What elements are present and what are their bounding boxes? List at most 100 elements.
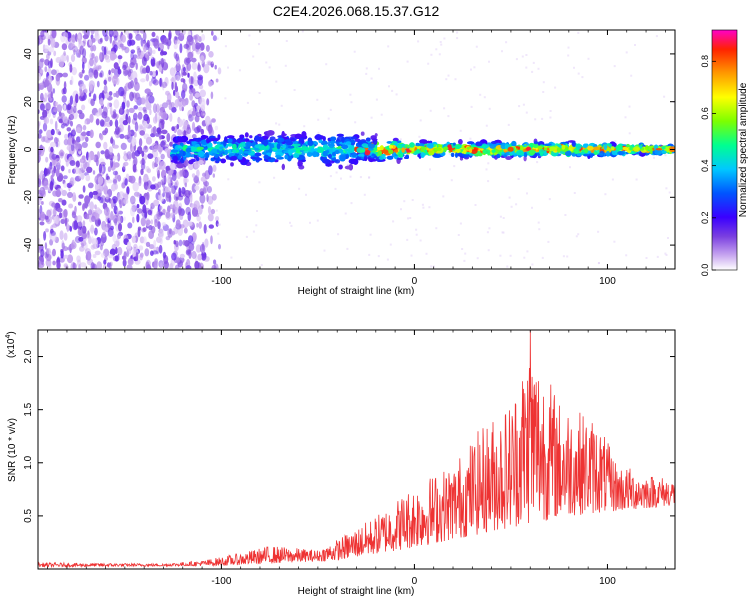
spectrogram-cell: [104, 148, 110, 159]
multiplier-prefix: (x10: [6, 338, 17, 358]
spectrogram-cell: [95, 112, 101, 117]
spectrogram-cell: [399, 138, 402, 141]
spectrogram-cell: [73, 220, 78, 230]
spectrogram-cell: [525, 66, 528, 69]
spectrogram-cell: [76, 215, 83, 223]
y-tick-label: 1.5: [23, 402, 34, 416]
spectrogram-cell: [245, 235, 248, 238]
spectrogram-cell: [103, 226, 107, 233]
spectrogram-cell: [80, 164, 84, 170]
spectrogram-cell: [152, 103, 158, 114]
spectrogram-cell: [134, 92, 141, 100]
spectrogram-cell: [82, 34, 89, 40]
spectrogram-cell: [171, 81, 174, 91]
spectrogram-cell: [244, 132, 249, 138]
spectrogram-cell: [149, 108, 152, 116]
spectrogram-cell: [56, 261, 61, 269]
spectrogram-cell: [97, 196, 102, 201]
spectrogram-cell: [206, 98, 210, 106]
spectrogram-cell: [249, 135, 253, 139]
spectrogram-cell: [201, 34, 206, 41]
spectrogram-cell: [181, 118, 186, 127]
spectrogram-y-label: Frequency (Hz): [7, 116, 18, 185]
spectrogram-cell: [72, 194, 77, 202]
spectrogram-cell: [90, 236, 94, 244]
spectrogram-cell: [130, 195, 136, 205]
spectrogram-cell: [419, 119, 422, 122]
y-tick-label: 20: [23, 96, 34, 108]
spectrogram-cell: [418, 143, 425, 147]
spectrogram-cell: [191, 62, 198, 70]
spectrogram-cell: [117, 152, 121, 162]
spectrogram-cell: [110, 225, 114, 231]
spectrogram-cell: [217, 232, 220, 235]
spectrogram-cell: [75, 33, 78, 42]
spectrogram-cell: [153, 38, 160, 49]
spectrogram-cell: [435, 227, 438, 230]
spectrogram-cell: [189, 193, 193, 204]
spectrogram-cell: [159, 77, 162, 87]
spectrogram-cell: [159, 205, 163, 210]
spectrogram-cell: [573, 66, 575, 69]
spectrogram-cell: [322, 136, 326, 142]
spectrogram-cell: [195, 42, 201, 50]
spectrogram-cell: [91, 215, 96, 222]
spectrogram-cell: [273, 176, 276, 179]
spectrogram-cell: [194, 260, 200, 269]
spectrogram-cell: [127, 68, 132, 78]
spectrogram-cell: [243, 146, 250, 150]
spectrogram-cell: [75, 127, 82, 133]
spectrogram-cell: [101, 111, 108, 119]
spectrogram-cell: [210, 91, 214, 100]
spectrogram-cell: [341, 136, 345, 143]
spectrogram-cell: [238, 143, 243, 148]
spectrogram-cell: [136, 213, 140, 223]
spectrogram-cell: [450, 179, 453, 182]
spectrogram-cell: [107, 76, 112, 82]
spectrogram-cell: [386, 258, 389, 261]
spectrogram-cell: [104, 127, 109, 134]
chart-title: C2E4.2026.068.15.37.G12: [273, 3, 440, 19]
spectrogram-cell: [220, 158, 226, 164]
spectrogram-cell: [158, 193, 162, 201]
spectrogram-cell: [112, 155, 119, 161]
colorbar-tick-label: 0.8: [700, 55, 710, 68]
spectrogram-cell: [204, 238, 209, 248]
spectrogram-cell: [133, 156, 138, 167]
spectrogram-cell: [386, 155, 394, 160]
spectrogram-cell: [48, 264, 52, 269]
spectrogram-cell: [44, 215, 49, 220]
spectrogram-cell: [629, 145, 633, 151]
spectrogram-cell: [179, 214, 184, 220]
spectrogram-cell: [103, 54, 110, 60]
spectrogram-cell: [39, 221, 45, 226]
spectrogram-cell: [67, 191, 73, 199]
spectrogram-cell: [161, 209, 167, 214]
spectrogram-cell: [112, 170, 118, 176]
spectrogram-cell: [124, 70, 129, 75]
spectrogram-cell: [170, 212, 175, 219]
spectrogram-cell: [207, 124, 213, 134]
spectrogram-cell: [487, 249, 490, 252]
spectrogram-cell: [198, 221, 202, 229]
spectrogram-cell: [70, 120, 73, 127]
spectrogram-cell: [528, 149, 536, 156]
spectrogram-cell: [175, 63, 181, 73]
spectrogram-cell: [84, 195, 91, 205]
spectrogram-cell: [196, 169, 200, 178]
spectrogram-cell: [322, 159, 331, 164]
spectrogram-cell: [55, 167, 60, 177]
spectrogram-cell: [537, 221, 540, 224]
x-tick-label: -100: [211, 276, 231, 287]
spectrogram-cell: [351, 152, 357, 158]
spectrogram-cell: [158, 134, 162, 141]
spectrogram-cell: [132, 206, 139, 211]
spectrogram-cell: [540, 151, 544, 157]
spectrogram-cell: [525, 54, 528, 56]
spectrogram-cell: [97, 176, 104, 186]
spectrogram-cell: [214, 125, 219, 131]
spectrogram-cell: [464, 252, 467, 255]
spectrogram-cell: [337, 233, 340, 236]
spectrogram-cell: [153, 239, 157, 248]
spectrogram-cell: [63, 81, 67, 90]
